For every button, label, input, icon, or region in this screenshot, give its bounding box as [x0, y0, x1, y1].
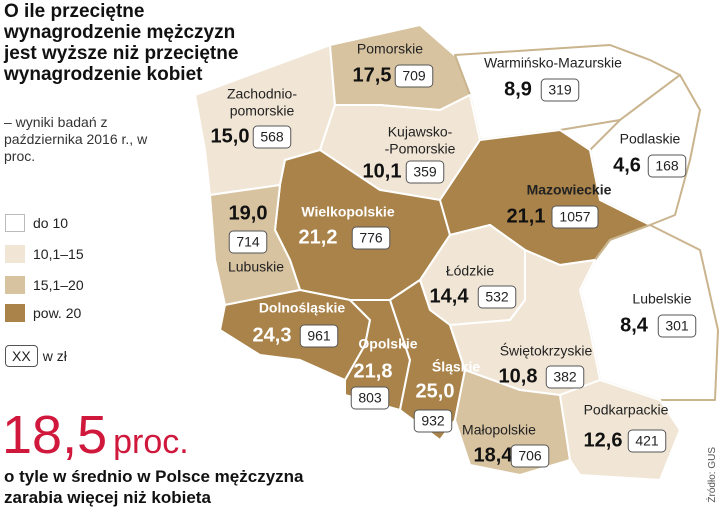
region-amount: 803 — [358, 390, 382, 406]
region-value: 8,9 — [504, 78, 532, 100]
unit-box: XX — [5, 345, 38, 367]
region-value: 19,0 — [229, 202, 268, 224]
region-name: Łódzkie — [446, 263, 494, 279]
region-amount: 1057 — [559, 209, 590, 225]
region-name: Wielkopolskie — [301, 204, 394, 220]
amount-box — [394, 64, 434, 88]
region-name: Zachodnio- — [227, 86, 297, 102]
amount-box — [647, 154, 687, 178]
legend-item: 10,1–15 — [5, 245, 84, 263]
region-value: 21,2 — [299, 226, 338, 248]
region-amount: 301 — [665, 318, 689, 334]
unit-label: w zł — [42, 348, 67, 364]
region-value: 18,4 — [474, 444, 514, 466]
region-amount: 932 — [421, 413, 445, 429]
amount-box — [545, 365, 585, 389]
region-value: 21,1 — [507, 205, 546, 227]
region-value: 10,8 — [499, 365, 538, 387]
region-amount: 714 — [236, 234, 260, 250]
highlight-figure: 18,5 proc. — [2, 404, 189, 466]
amount-box — [551, 205, 599, 229]
legend-label: 15,1–20 — [33, 277, 84, 293]
region-amount: 709 — [402, 68, 426, 84]
region-amount: 319 — [548, 82, 572, 98]
region-name: Świętokrzyskie — [500, 342, 593, 359]
region-name: Śląskie — [432, 358, 480, 375]
legend-item: pow. 20 — [5, 304, 81, 322]
region-value: 21,8 — [354, 360, 393, 382]
region-value: 17,5 — [353, 64, 392, 86]
legend-item: 15,1–20 — [5, 276, 84, 294]
region-value: 10,1 — [363, 160, 402, 182]
region-name: Warmińsko-Mazurskie — [484, 55, 622, 71]
region-name: Mazowieckie — [527, 182, 612, 198]
region-value: 8,4 — [620, 314, 649, 336]
amount-box — [413, 409, 453, 433]
region-amount: 706 — [518, 448, 542, 464]
region-name: Podlaskie — [620, 131, 681, 147]
subtitle: – wyniki badań z października 2016 r., w… — [4, 114, 148, 164]
region-name: Kujawsko- — [388, 124, 453, 140]
amount-box — [405, 160, 445, 184]
amount-box — [350, 386, 390, 410]
region-value: 24,3 — [253, 324, 292, 346]
amount-box — [627, 429, 667, 453]
region-name: Opolskie — [358, 336, 417, 352]
amount-box — [477, 285, 517, 309]
legend-item: do 10 — [5, 214, 68, 232]
region-name: pomorskie — [230, 103, 295, 119]
region-name: Dolnośląskie — [259, 300, 346, 316]
region-amount: 776 — [359, 230, 383, 246]
region-name: -Pomorskie — [385, 141, 456, 157]
legend-label: pow. 20 — [33, 305, 82, 321]
amount-box — [228, 230, 268, 254]
region-value: 25,0 — [416, 380, 455, 402]
region-amount: 568 — [260, 129, 284, 145]
highlight-unit: proc. — [113, 423, 189, 461]
amount-box — [299, 324, 339, 348]
amount-box — [510, 444, 550, 468]
legend-label: do 10 — [33, 215, 69, 231]
highlight-value: 18,5 — [2, 405, 108, 465]
unit-legend: XX w zł — [5, 345, 67, 367]
legend-label: 10,1–15 — [33, 246, 84, 262]
region-name: Pomorskie — [357, 41, 423, 57]
region-name: Podkarpackie — [584, 402, 669, 418]
region-value: 14,4 — [430, 285, 470, 307]
region-amount: 382 — [553, 369, 577, 385]
region-amount: 359 — [413, 164, 437, 180]
region-podkarpackie — [559, 379, 681, 481]
amount-box — [351, 226, 391, 250]
title: O ile przeciętne wynagrodzenie mężczyzn … — [4, 1, 239, 85]
region-name: Lubelskie — [632, 291, 691, 307]
region-amount: 961 — [307, 328, 331, 344]
region-value: 12,6 — [584, 429, 623, 451]
region-amount: 168 — [655, 158, 679, 174]
amount-box — [252, 125, 292, 149]
region-amount: 532 — [485, 289, 509, 305]
region-amount: 421 — [635, 433, 659, 449]
region-name: Małopolskie — [462, 422, 536, 438]
source: Źródło: GUS — [707, 447, 718, 503]
region-lubelskie — [579, 224, 719, 401]
highlight-text: o tyle w średnio w Polsce mężczyzna zara… — [4, 467, 304, 507]
region-value: 15,0 — [211, 125, 250, 147]
amount-box — [657, 314, 697, 338]
amount-box — [540, 78, 580, 102]
region-name: Lubuskie — [228, 259, 284, 275]
region-value: 4,6 — [613, 154, 641, 176]
